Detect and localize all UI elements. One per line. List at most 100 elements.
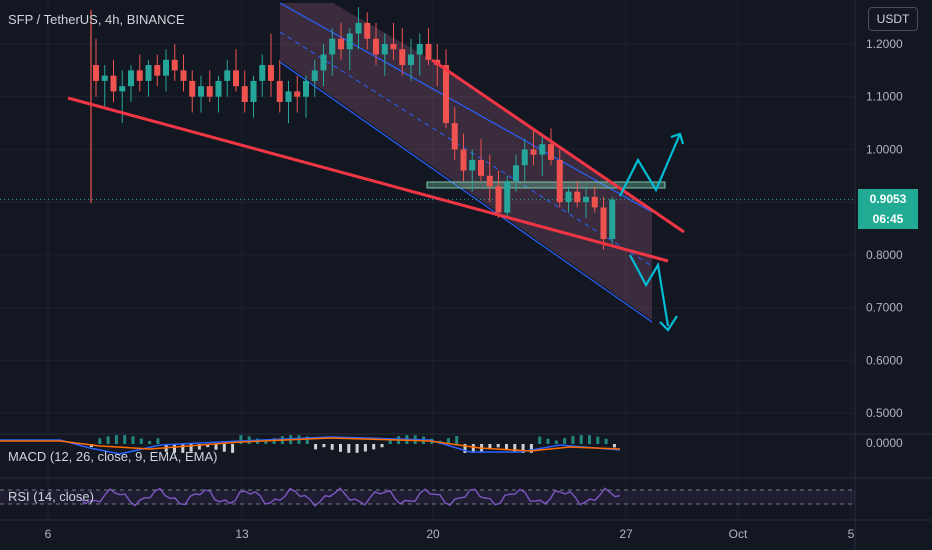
- candle-body: [128, 70, 134, 86]
- candle-body: [146, 65, 152, 81]
- macd-histogram-bar: [322, 444, 325, 447]
- candle-body: [373, 39, 379, 55]
- macd-histogram-bar: [555, 441, 558, 444]
- macd-histogram-bar: [115, 435, 118, 444]
- candle-body: [408, 55, 414, 66]
- macd-histogram-bar: [497, 444, 500, 447]
- macd-histogram-bar: [331, 444, 334, 450]
- candle-body: [391, 44, 397, 49]
- macd-histogram-bar: [571, 436, 574, 444]
- candle-body: [452, 123, 458, 149]
- macd-histogram-bar: [156, 438, 159, 444]
- candle-body: [259, 65, 265, 81]
- price-tick-label: 1.1000: [866, 90, 903, 104]
- candle-body: [224, 70, 230, 81]
- time-tick-label: 5: [848, 527, 855, 541]
- macd-histogram-bar: [580, 435, 583, 444]
- candle-body: [539, 144, 545, 155]
- candle-body: [504, 181, 510, 213]
- candle-body: [111, 76, 117, 92]
- macd-label[interactable]: MACD (12, 26, close, 9, EMA, EMA): [8, 449, 218, 464]
- candle-body: [189, 81, 195, 97]
- time-tick-label: 6: [45, 527, 52, 541]
- macd-histogram-bar: [381, 444, 384, 447]
- candle-body: [548, 144, 554, 160]
- rsi-pane: [0, 488, 855, 506]
- candle-body: [426, 44, 432, 60]
- macd-histogram-bar: [596, 437, 599, 444]
- macd-histogram-bar: [140, 438, 143, 444]
- macd-histogram-bar: [547, 439, 550, 444]
- macd-histogram-bar: [347, 444, 350, 453]
- macd-histogram-bar: [123, 435, 126, 444]
- candle-body: [574, 192, 580, 203]
- macd-axis-label: 0.0000: [866, 436, 903, 450]
- price-tick-label: 0.5000: [866, 406, 903, 420]
- candle-body: [137, 70, 143, 81]
- symbol-legend[interactable]: SFP / TetherUS, 4h, BINANCE: [8, 12, 185, 27]
- candle-body: [93, 65, 99, 81]
- macd-histogram-bar: [563, 438, 566, 444]
- macd-histogram-bar: [132, 436, 135, 444]
- candle-body: [216, 81, 222, 97]
- price-tick-label: 1.2000: [866, 37, 903, 51]
- price-tick-label: 1.0000: [866, 142, 903, 156]
- price-tick-label: 0.8000: [866, 248, 903, 262]
- candle-body: [557, 160, 563, 202]
- time-axis: 6 13 20 27 Oct 5: [45, 527, 855, 541]
- candle-body: [513, 165, 519, 181]
- macd-histogram-bar: [455, 436, 458, 444]
- candle-body: [321, 55, 327, 71]
- candle-body: [399, 49, 405, 65]
- candle-body: [566, 192, 572, 203]
- candle-body: [251, 81, 257, 102]
- candle-body: [242, 86, 248, 102]
- candle-body: [531, 149, 537, 154]
- candle-body: [102, 76, 108, 81]
- candle-body: [347, 33, 353, 49]
- macd-histogram-bar: [588, 435, 591, 444]
- candle-body: [233, 70, 239, 86]
- candle-body: [303, 81, 309, 97]
- macd-histogram-bar: [613, 444, 616, 447]
- macd-histogram-bar: [364, 444, 367, 452]
- candle-body: [496, 186, 502, 212]
- candle-body: [356, 23, 362, 34]
- candle-body: [163, 60, 169, 76]
- candle-body: [119, 86, 125, 91]
- candle-body: [172, 60, 178, 71]
- candle-body: [478, 160, 484, 176]
- last-price-tag: 0.9053 06:45: [858, 189, 918, 229]
- time-tick-label: 27: [619, 527, 633, 541]
- candle-body: [154, 65, 160, 76]
- candle-body: [461, 149, 467, 170]
- macd-histogram-bar: [339, 444, 342, 452]
- candle-body: [609, 200, 615, 240]
- time-tick-label: 13: [235, 527, 249, 541]
- support-zone: [427, 182, 665, 188]
- macd-histogram-bar: [231, 444, 234, 453]
- macd-histogram-bar: [98, 438, 101, 444]
- macd-histogram-bar: [148, 441, 151, 444]
- macd-histogram-bar: [223, 444, 226, 452]
- candle-body: [268, 65, 274, 81]
- candle-body: [286, 91, 292, 102]
- candle-body: [417, 44, 423, 55]
- macd-histogram-bar: [356, 444, 359, 453]
- last-price-value: 0.9053: [858, 189, 918, 209]
- candle-body: [329, 39, 335, 55]
- rsi-label[interactable]: RSI (14, close): [8, 489, 94, 504]
- bar-countdown: 06:45: [858, 209, 918, 229]
- time-tick-label: Oct: [729, 527, 748, 541]
- macd-histogram-bar: [372, 444, 375, 449]
- candle-body: [601, 207, 607, 239]
- candle-body: [181, 70, 187, 81]
- candle-body: [338, 39, 344, 50]
- macd-histogram-bar: [605, 439, 608, 444]
- candle-body: [207, 86, 213, 97]
- candle-body: [277, 81, 283, 102]
- currency-button[interactable]: USDT: [868, 7, 918, 31]
- candle-body: [294, 91, 300, 96]
- candle-body: [443, 65, 449, 123]
